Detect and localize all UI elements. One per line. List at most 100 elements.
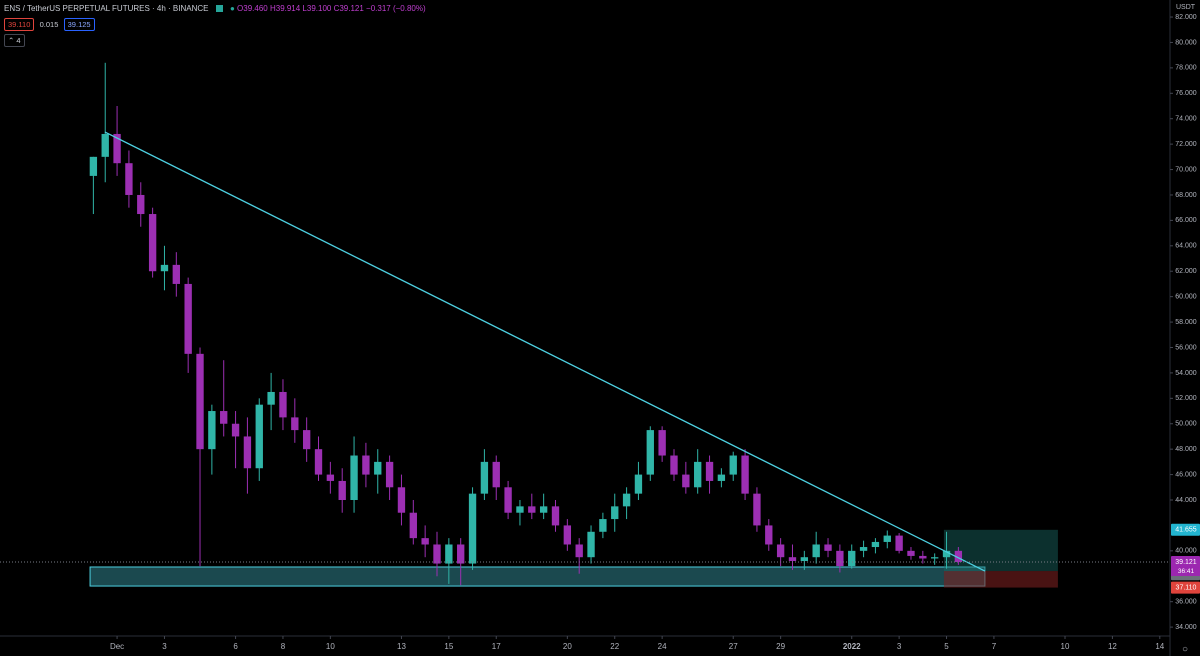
y-tick-label: 44.000 <box>1175 497 1197 504</box>
x-tick-label: 15 <box>444 642 453 651</box>
x-tick-label: Dec <box>110 642 124 651</box>
candle-body <box>788 557 797 562</box>
y-tick-label: 74.000 <box>1175 116 1197 123</box>
candle-body <box>374 461 382 475</box>
candle-body <box>705 461 714 481</box>
candle-body <box>350 455 358 501</box>
candle-body <box>255 404 263 469</box>
ohlc: O39.460 H39.914 L39.100 C39.121 −0.317 (… <box>237 4 426 13</box>
candle-body <box>587 531 595 558</box>
y-tick-label: 34.000 <box>1175 624 1197 631</box>
candle-body <box>457 544 465 564</box>
candle-body <box>220 411 228 424</box>
candle-body <box>101 133 109 157</box>
candle-body <box>930 557 939 559</box>
x-tick-label: 22 <box>610 642 619 651</box>
bid[interactable]: 39.110 <box>4 18 35 31</box>
candle-body <box>125 163 133 195</box>
y-tick-label: 56.000 <box>1175 344 1197 351</box>
candle-body <box>89 156 98 176</box>
candle-body <box>516 506 524 513</box>
x-tick-label: 3 <box>897 642 902 651</box>
candle-body <box>445 544 453 564</box>
candle-body <box>895 535 903 551</box>
candle-body <box>208 411 216 450</box>
y-tick-label: 64.000 <box>1175 243 1197 250</box>
candle-body <box>302 430 311 450</box>
candle-body <box>267 391 275 405</box>
x-tick-label: 5 <box>944 642 949 651</box>
price-label: 39.121 <box>1175 559 1197 566</box>
y-tick-label: 60.000 <box>1175 293 1197 300</box>
countdown: 36:41 <box>1178 568 1195 575</box>
x-tick-label: 27 <box>729 642 738 651</box>
candle-body <box>812 544 820 558</box>
indicators: ⌃ 4 <box>4 34 28 47</box>
spread: 0.015 <box>39 20 59 29</box>
y-tick-label: 76.000 <box>1175 90 1197 97</box>
candle-body <box>409 512 417 539</box>
settings-icon[interactable]: ○ <box>1182 644 1189 655</box>
indicators-toggle[interactable]: ⌃ 4 <box>4 34 25 47</box>
y-tick-label: 68.000 <box>1175 192 1197 199</box>
candle-body <box>326 474 335 481</box>
price-label-box <box>1171 556 1200 569</box>
candle-body <box>646 430 654 475</box>
currency: USDT <box>1176 4 1196 11</box>
candle-body <box>575 544 583 558</box>
x-tick-label: 12 <box>1108 642 1117 651</box>
y-tick-label: 66.000 <box>1175 217 1197 224</box>
candle-body <box>694 461 702 488</box>
candle-body <box>291 417 299 431</box>
candle-body <box>539 506 548 513</box>
x-tick-label: 17 <box>492 642 501 651</box>
price-label-box <box>1171 523 1200 536</box>
x-tick-label: 8 <box>281 642 286 651</box>
candle-body <box>184 283 192 354</box>
x-tick-label: 29 <box>776 642 785 651</box>
y-tick-label: 70.000 <box>1175 166 1197 173</box>
price-label: 41.655 <box>1175 527 1197 534</box>
ask[interactable]: 39.125 <box>63 18 95 31</box>
candle-body <box>824 544 832 551</box>
y-tick-label: 78.000 <box>1175 65 1197 72</box>
candle-body <box>504 487 512 513</box>
x-tick-label: 2022 <box>843 642 861 651</box>
support-zone <box>89 566 986 587</box>
candle-body <box>563 525 572 545</box>
candle-body <box>954 550 963 563</box>
y-tick-label: 50.000 <box>1175 421 1197 428</box>
candle-body <box>741 455 749 494</box>
candle-body <box>658 430 666 456</box>
price-label: 37.110 <box>1176 584 1197 591</box>
candle-body <box>137 194 145 215</box>
x-tick-label: 14 <box>1155 642 1164 651</box>
candle-body <box>848 550 856 567</box>
candle-body <box>871 541 880 548</box>
candle-body <box>765 525 773 545</box>
x-tick-label: 10 <box>326 642 335 651</box>
candle-body <box>836 550 844 567</box>
candle-body <box>160 264 169 272</box>
candle-body <box>362 455 370 475</box>
candle-body <box>433 544 441 564</box>
y-tick-label: 82.000 <box>1175 14 1197 21</box>
candle-body <box>729 455 737 475</box>
candle-body <box>196 353 204 450</box>
candle-body <box>492 461 500 488</box>
dot: ● <box>229 4 235 13</box>
candle-body <box>883 535 891 542</box>
y-tick-label: 46.000 <box>1175 471 1197 478</box>
candle-body <box>421 538 429 545</box>
candle-body <box>670 455 678 475</box>
price-label-box <box>1171 581 1200 594</box>
y-tick-label: 54.000 <box>1175 370 1197 377</box>
y-tick-label: 36.000 <box>1175 599 1197 606</box>
bid-ask: 39.110 0.015 39.125 <box>4 18 98 31</box>
candle-body <box>397 487 406 513</box>
candle-body <box>907 550 915 556</box>
candle-body <box>622 493 631 507</box>
candle-body <box>919 555 927 559</box>
candle-body <box>172 264 180 284</box>
